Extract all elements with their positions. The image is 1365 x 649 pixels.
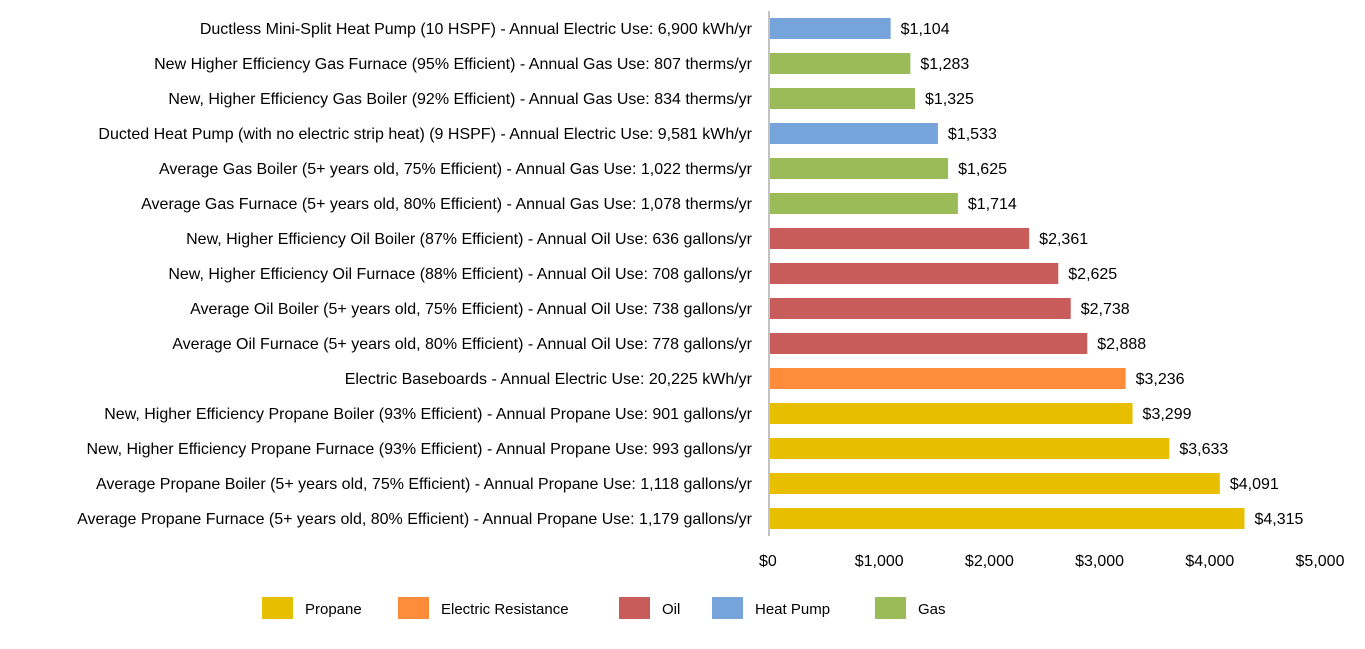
- value-labels: $1,104 $1,283 $1,325 $1,533 $1,625 $1,714 $2,3…: [901, 21, 1304, 528]
- category-label: Average Gas Furnace (5+ years old, 80% E…: [141, 196, 752, 213]
- value-label: $1,533: [948, 126, 997, 143]
- value-label: $2,738: [1081, 301, 1130, 318]
- bar: [770, 123, 938, 144]
- category-label: Average Propane Boiler (5+ years old, 75…: [96, 476, 753, 493]
- x-tick-label: $0: [759, 553, 777, 570]
- value-label: $1,625: [958, 161, 1007, 178]
- legend-label: Propane: [305, 601, 362, 618]
- legend-swatch: [262, 597, 293, 619]
- bar: [770, 193, 958, 214]
- category-label: New, Higher Efficiency Oil Furnace (88% …: [168, 266, 752, 283]
- category-label: Ductless Mini-Split Heat Pump (10 HSPF) …: [200, 21, 753, 38]
- x-tick-label: $4,000: [1185, 553, 1234, 570]
- legend-swatch: [875, 597, 906, 619]
- category-label: Ducted Heat Pump (with no electric strip…: [98, 126, 752, 143]
- bar: [770, 473, 1220, 494]
- x-tick-label: $2,000: [965, 553, 1014, 570]
- x-tick-labels: $0 $1,000 $2,000 $3,000 $4,000 $5,000: [759, 553, 1345, 570]
- legend-label: Electric Resistance: [441, 601, 569, 618]
- bar: [770, 508, 1245, 529]
- legend-label: Gas: [918, 601, 946, 618]
- value-label: $1,283: [920, 56, 969, 73]
- bar: [770, 228, 1030, 249]
- bar: [770, 368, 1126, 389]
- bar: [770, 88, 916, 109]
- value-label: $3,299: [1143, 406, 1192, 423]
- value-label: $1,104: [901, 21, 950, 38]
- value-label: $3,236: [1136, 371, 1185, 388]
- category-label: Average Oil Boiler (5+ years old, 75% Ef…: [190, 301, 753, 318]
- bar: [770, 403, 1133, 424]
- legend: Propane Electric Resistance Oil Heat Pump Ga…: [262, 597, 946, 619]
- value-label: $2,361: [1039, 231, 1088, 248]
- value-label: $3,633: [1179, 441, 1228, 458]
- x-tick-label: $5,000: [1296, 553, 1345, 570]
- category-label: New, Higher Efficiency Oil Boiler (87% E…: [186, 231, 753, 248]
- value-label: $4,315: [1255, 511, 1304, 528]
- category-label: Average Propane Furnace (5+ years old, 8…: [77, 511, 753, 528]
- category-label: New, Higher Efficiency Gas Boiler (92% E…: [168, 91, 752, 108]
- bar: [770, 438, 1170, 459]
- bar: [770, 158, 949, 179]
- category-label: New, Higher Efficiency Propane Boiler (9…: [104, 406, 752, 423]
- bar: [770, 298, 1071, 319]
- category-label: Average Oil Furnace (5+ years old, 80% E…: [172, 336, 752, 353]
- x-tick-label: $3,000: [1075, 553, 1124, 570]
- value-label: $1,325: [925, 91, 974, 108]
- value-label: $4,091: [1230, 476, 1279, 493]
- category-label: Average Gas Boiler (5+ years old, 75% Ef…: [159, 161, 753, 178]
- legend-swatch: [398, 597, 429, 619]
- x-tick-label: $1,000: [855, 553, 904, 570]
- bar: [770, 333, 1088, 354]
- bar: [770, 53, 911, 74]
- category-labels: Ductless Mini-Split Heat Pump (10 HSPF) …: [77, 21, 753, 528]
- bar: [770, 18, 891, 39]
- category-label: Electric Baseboards - Annual Electric Us…: [345, 371, 753, 388]
- legend-swatch: [619, 597, 650, 619]
- category-label: New, Higher Efficiency Propane Furnace (…: [86, 441, 752, 458]
- legend-swatch: [712, 597, 743, 619]
- legend-label: Oil: [662, 601, 680, 618]
- value-label: $2,888: [1097, 336, 1146, 353]
- value-label: $2,625: [1068, 266, 1117, 283]
- legend-label: Heat Pump: [755, 601, 830, 618]
- category-label: New Higher Efficiency Gas Furnace (95% E…: [154, 56, 753, 73]
- bar: [770, 263, 1059, 284]
- value-label: $1,714: [968, 196, 1017, 213]
- bars: [770, 18, 1245, 529]
